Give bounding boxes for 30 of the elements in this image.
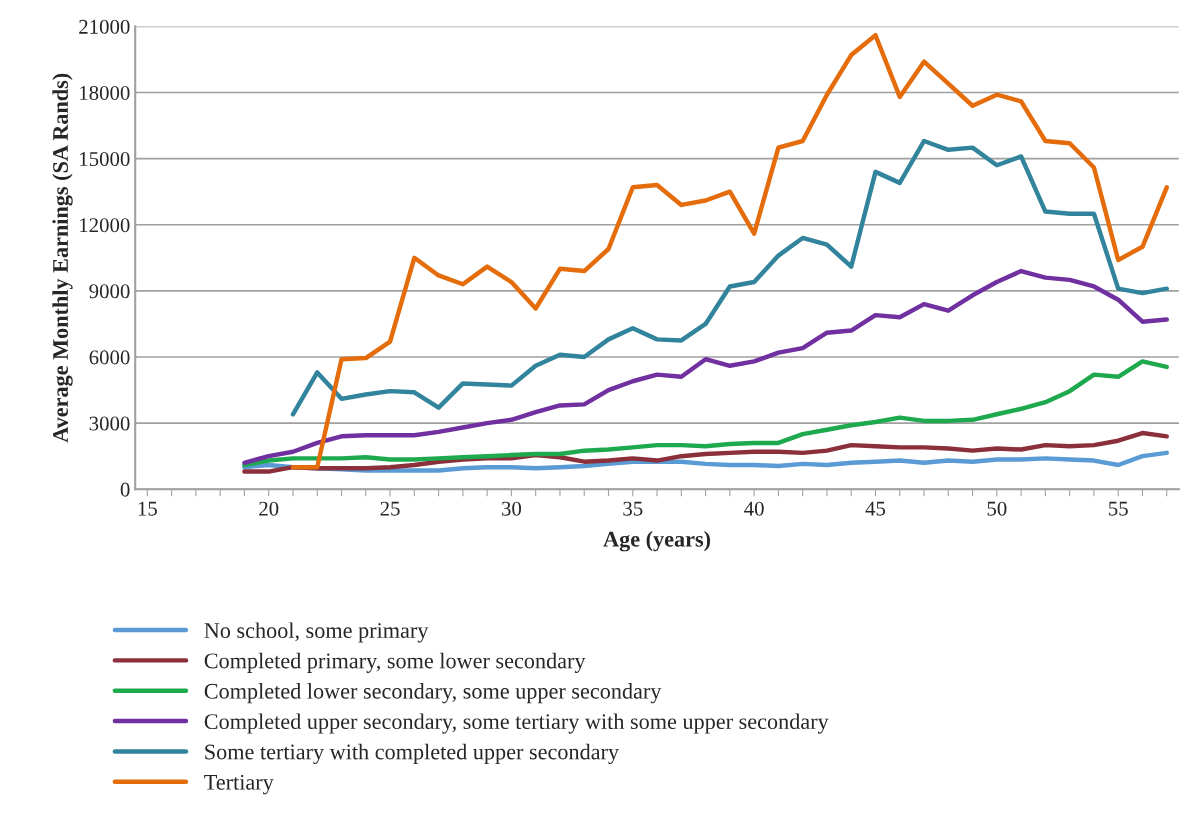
line-series <box>242 430 1169 474</box>
line-series <box>242 268 1169 465</box>
legend-label: Completed primary, some lower secondary <box>204 652 586 673</box>
y-tick-label: 6000 <box>89 350 130 365</box>
y-tick-label: 21000 <box>79 19 130 34</box>
y-tick-label: 9000 <box>89 284 130 299</box>
legend-label: Some tertiary with completed upper secondary <box>205 743 619 764</box>
x-tick-label: 55 <box>1109 501 1128 516</box>
y-tick-label: 12000 <box>80 218 130 233</box>
y-tick-label: 3000 <box>89 416 130 431</box>
line-series <box>290 138 1169 417</box>
y-tick-label: 18000 <box>80 85 130 100</box>
x-axis-title: Age (years) <box>603 531 711 552</box>
x-tick-label: 15 <box>138 501 157 516</box>
x-tick-label: 20 <box>259 501 279 516</box>
legend-label: No school, some primary <box>204 622 429 643</box>
legend-label: Completed lower secondary, some upper secondary <box>204 683 662 704</box>
legend-label: Completed upper secondary, some tertiary with some upper secondary <box>204 713 829 734</box>
line-series <box>242 359 1169 468</box>
x-tick-label: 30 <box>501 501 522 516</box>
x-tick-label: 50 <box>987 501 1007 516</box>
legend-label: Tertiary <box>204 774 274 795</box>
x-tick-label: 35 <box>623 501 643 516</box>
y-tick-label: 0 <box>120 482 130 497</box>
x-tick-label: 45 <box>865 501 886 516</box>
y-tick-label: 15000 <box>80 152 130 167</box>
y-axis-title: Average Monthly Earnings (SA Rands) <box>52 73 73 443</box>
line-series <box>290 33 1169 470</box>
x-tick-label: 40 <box>744 501 764 516</box>
x-tick-label: 25 <box>380 501 400 516</box>
